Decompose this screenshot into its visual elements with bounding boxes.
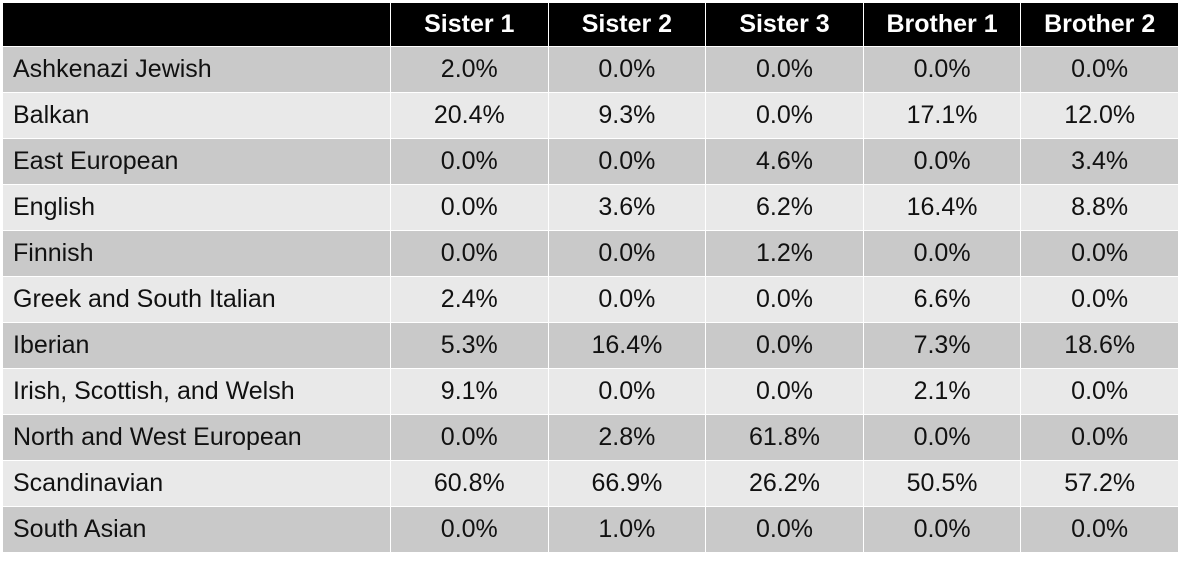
row-label: North and West European <box>2 414 391 461</box>
row-label: Greek and South Italian <box>2 276 391 323</box>
row-label: English <box>2 184 391 231</box>
table-cell-value: 0.0% <box>390 138 549 185</box>
table-cell-value: 0.0% <box>390 414 549 461</box>
table-cell-value: 7.3% <box>862 322 1022 369</box>
table-header-row: Sister 1 Sister 2 Sister 3 Brother 1 Brother… <box>2 2 1179 47</box>
table-cell-value: 1.2% <box>705 230 864 277</box>
table-cell-value: 0.0% <box>547 230 707 277</box>
row-label: East European <box>2 138 391 185</box>
table-cell-value: 2.0% <box>390 46 549 93</box>
table-row: English 0.0% 3.6% 6.2% 16.4% 8.8% <box>2 184 1179 231</box>
table-cell-value: 6.6% <box>862 276 1022 323</box>
table-body: Ashkenazi Jewish 2.0% 0.0% 0.0% 0.0% 0.0% Balk… <box>2 46 1179 553</box>
column-header: Sister 2 <box>547 2 707 47</box>
table-cell-value: 8.8% <box>1020 184 1179 231</box>
table-row: North and West European 0.0% 2.8% 61.8% 0.0%… <box>2 414 1179 461</box>
table-cell-value: 0.0% <box>547 46 707 93</box>
table-cell-value: 16.4% <box>547 322 707 369</box>
table-cell-value: 0.0% <box>1020 368 1179 415</box>
table-cell-value: 0.0% <box>705 368 864 415</box>
row-label: Scandinavian <box>2 460 391 507</box>
row-label: Ashkenazi Jewish <box>2 46 391 93</box>
ancestry-comparison-table: Sister 1 Sister 2 Sister 3 Brother 1 Brother… <box>2 2 1179 553</box>
table-cell-value: 0.0% <box>390 230 549 277</box>
table-cell-value: 0.0% <box>390 184 549 231</box>
table-cell-value: 9.3% <box>547 92 707 139</box>
table-row: Greek and South Italian 2.4% 0.0% 0.0% 6.6% 0… <box>2 276 1179 323</box>
row-label: South Asian <box>2 506 391 553</box>
table-row: Finnish 0.0% 0.0% 1.2% 0.0% 0.0% <box>2 230 1179 277</box>
table-row: Balkan 20.4% 9.3% 0.0% 17.1% 12.0% <box>2 92 1179 139</box>
table-cell-value: 12.0% <box>1020 92 1179 139</box>
table-cell-value: 0.0% <box>705 322 864 369</box>
table-cell-value: 0.0% <box>1020 276 1179 323</box>
table-row: South Asian 0.0% 1.0% 0.0% 0.0% 0.0% <box>2 506 1179 553</box>
table-cell-value: 66.9% <box>547 460 707 507</box>
table-cell-value: 0.0% <box>547 138 707 185</box>
row-label: Balkan <box>2 92 391 139</box>
table-cell-value: 17.1% <box>862 92 1022 139</box>
table-cell-value: 60.8% <box>390 460 549 507</box>
table-cell-value: 0.0% <box>547 276 707 323</box>
table-cell-value: 0.0% <box>705 276 864 323</box>
row-label: Irish, Scottish, and Welsh <box>2 368 391 415</box>
table-cell-value: 0.0% <box>1020 414 1179 461</box>
table-cell-value: 0.0% <box>705 46 864 93</box>
table-cell-value: 2.1% <box>862 368 1022 415</box>
table-cell-value: 0.0% <box>1020 46 1179 93</box>
table-cell-value: 3.4% <box>1020 138 1179 185</box>
table-cell-value: 0.0% <box>862 46 1022 93</box>
table-cell-value: 16.4% <box>862 184 1022 231</box>
table-cell-value: 0.0% <box>862 506 1022 553</box>
header-corner-cell <box>2 2 391 47</box>
table-row: Irish, Scottish, and Welsh 9.1% 0.0% 0.0% 2.… <box>2 368 1179 415</box>
table-cell-value: 61.8% <box>705 414 864 461</box>
table-cell-value: 0.0% <box>390 506 549 553</box>
table-row: Iberian 5.3% 16.4% 0.0% 7.3% 18.6% <box>2 322 1179 369</box>
table-cell-value: 18.6% <box>1020 322 1179 369</box>
table-row: Ashkenazi Jewish 2.0% 0.0% 0.0% 0.0% 0.0% <box>2 46 1179 93</box>
table-cell-value: 26.2% <box>705 460 864 507</box>
table-cell-value: 20.4% <box>390 92 549 139</box>
column-header: Sister 1 <box>390 2 549 47</box>
column-header: Sister 3 <box>705 2 864 47</box>
table-cell-value: 0.0% <box>862 414 1022 461</box>
table-row: Scandinavian 60.8% 66.9% 26.2% 50.5% 57.2% <box>2 460 1179 507</box>
column-header: Brother 2 <box>1020 2 1179 47</box>
table-cell-value: 0.0% <box>862 138 1022 185</box>
table-cell-value: 1.0% <box>547 506 707 553</box>
table-cell-value: 0.0% <box>1020 506 1179 553</box>
table-cell-value: 50.5% <box>862 460 1022 507</box>
table-cell-value: 6.2% <box>705 184 864 231</box>
row-label: Finnish <box>2 230 391 277</box>
row-label: Iberian <box>2 322 391 369</box>
column-header: Brother 1 <box>862 2 1022 47</box>
table-cell-value: 0.0% <box>547 368 707 415</box>
table-cell-value: 9.1% <box>390 368 549 415</box>
table-cell-value: 2.8% <box>547 414 707 461</box>
table-cell-value: 0.0% <box>705 92 864 139</box>
table-cell-value: 4.6% <box>705 138 864 185</box>
table-cell-value: 5.3% <box>390 322 549 369</box>
table-cell-value: 3.6% <box>547 184 707 231</box>
table-cell-value: 0.0% <box>705 506 864 553</box>
table-cell-value: 0.0% <box>862 230 1022 277</box>
table-cell-value: 0.0% <box>1020 230 1179 277</box>
table-cell-value: 2.4% <box>390 276 549 323</box>
table-cell-value: 57.2% <box>1020 460 1179 507</box>
table-row: East European 0.0% 0.0% 4.6% 0.0% 3.4% <box>2 138 1179 185</box>
